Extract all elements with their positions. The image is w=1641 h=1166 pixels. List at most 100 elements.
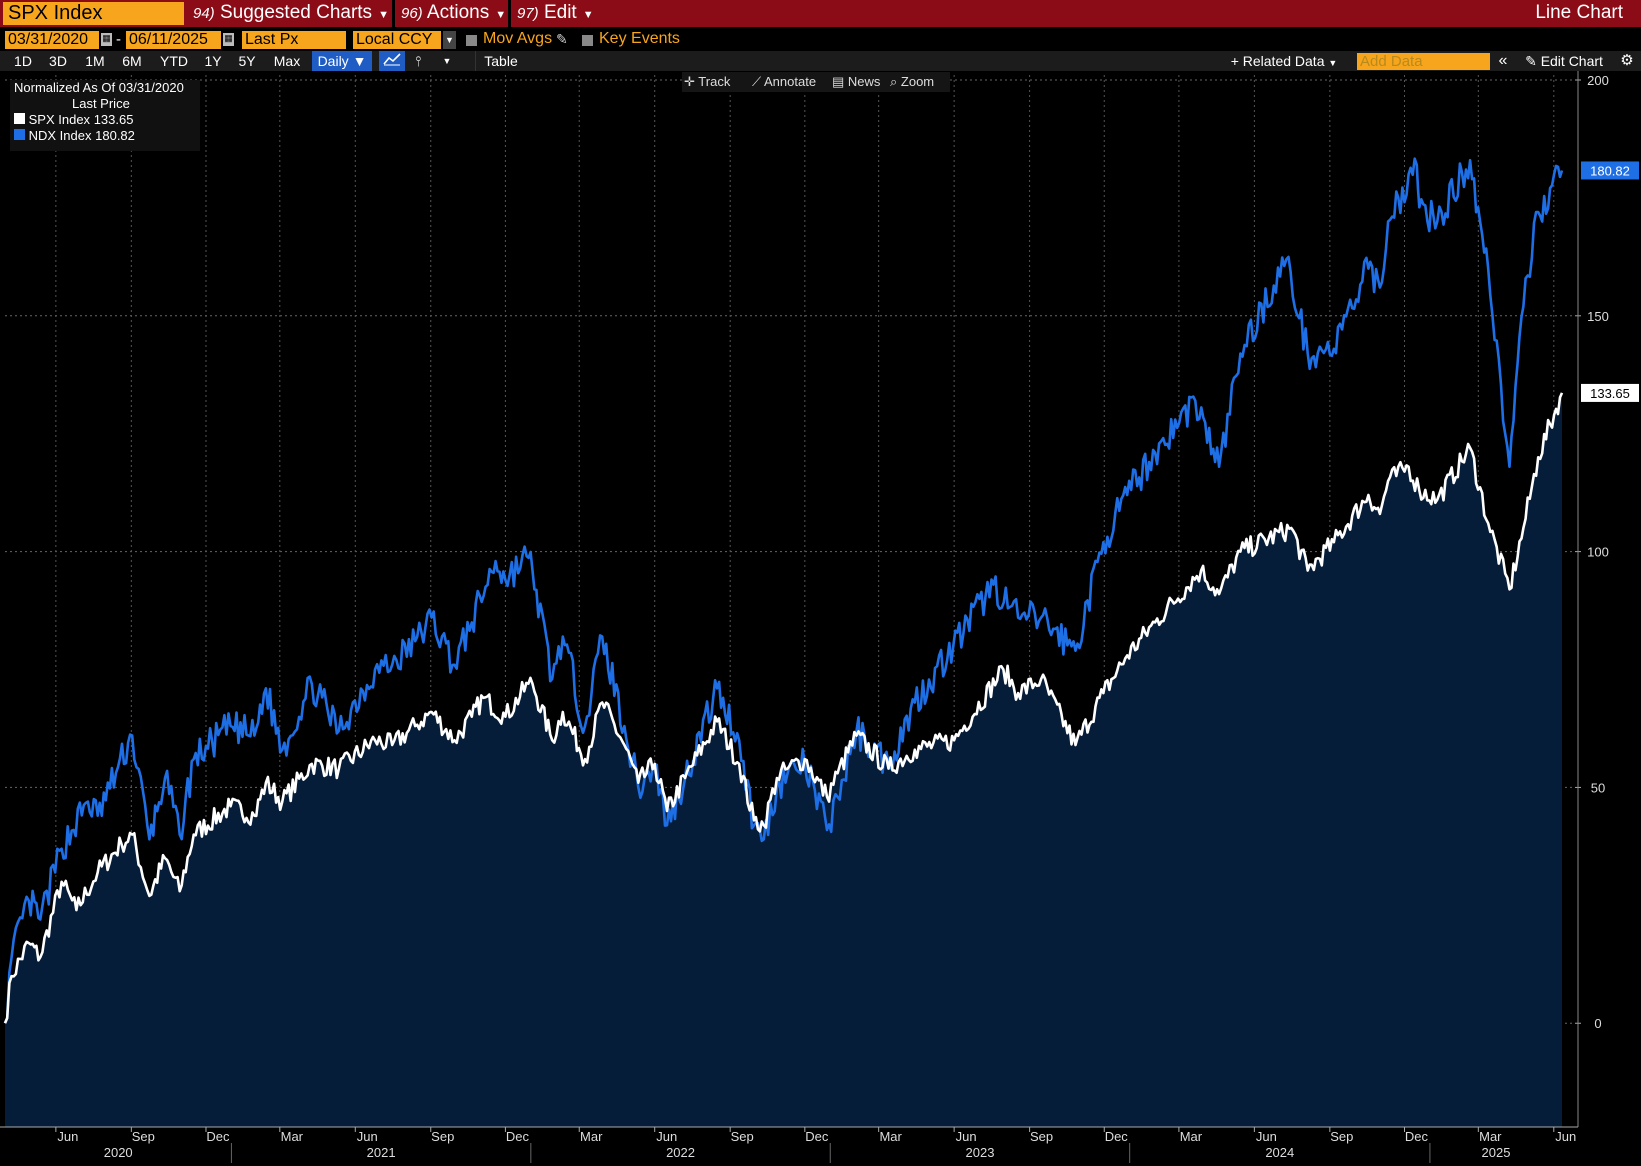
x-tick-label: Jun bbox=[1256, 1129, 1277, 1144]
legend-swatch bbox=[14, 113, 25, 124]
x-tick-label: Mar bbox=[879, 1129, 902, 1144]
period-1m[interactable]: 1M bbox=[85, 53, 105, 69]
line-chart-icon[interactable] bbox=[379, 51, 405, 71]
add-data-input[interactable]: Add Data bbox=[1357, 53, 1490, 70]
mov-avgs-checkbox[interactable] bbox=[466, 35, 477, 46]
crosshair-icon: ✛ bbox=[684, 74, 695, 89]
period-1y[interactable]: 1Y bbox=[204, 53, 222, 69]
key-events-label[interactable]: Key Events bbox=[599, 30, 680, 47]
spx-series-line bbox=[3, 392, 1564, 1024]
field-select[interactable]: Last Px bbox=[242, 31, 346, 49]
y-tick-label: 0 bbox=[1594, 1016, 1601, 1031]
currency-select[interactable]: Local CCY bbox=[353, 31, 441, 49]
date-separator: - bbox=[116, 31, 121, 48]
period-max[interactable]: Max bbox=[273, 53, 301, 69]
annotate-button[interactable]: ⟋ Annotate bbox=[752, 74, 817, 89]
news-icon: ▤ bbox=[832, 74, 845, 89]
period-1d[interactable]: 1D bbox=[14, 53, 32, 69]
table-button[interactable]: Table bbox=[475, 51, 526, 71]
ndx-last-price-tag-bg bbox=[1581, 161, 1639, 180]
related-data-button[interactable]: + Related Data ▼ bbox=[1230, 53, 1338, 69]
spx-last-price-tag-bg bbox=[1581, 383, 1639, 402]
legend-swatch bbox=[14, 129, 25, 140]
x-tick-label: Sep bbox=[1330, 1129, 1353, 1144]
chevron-down-icon: ▼ bbox=[378, 9, 389, 21]
x-tick-label: Sep bbox=[431, 1129, 454, 1144]
spx-area-fill bbox=[5, 392, 1562, 1127]
legend-subheader: Last Price bbox=[72, 96, 130, 111]
edit-chart-button[interactable]: ✎ Edit Chart bbox=[1525, 53, 1603, 69]
legend-header: Normalized As Of 03/31/2020 bbox=[14, 80, 184, 95]
news-button[interactable]: ▤ News bbox=[832, 74, 881, 89]
y-tick-label: 200 bbox=[1587, 73, 1609, 88]
chart-type-title: Line Chart bbox=[1535, 2, 1623, 23]
pencil-icon: ✎ bbox=[1525, 53, 1537, 69]
toolbar-row: 1D 3D 1M 6M YTD 1Y 5Y Max Daily ▼ ⫯ ▼ Ta… bbox=[0, 51, 1641, 71]
y-tick-label: 150 bbox=[1587, 309, 1609, 324]
ndx-series-line bbox=[3, 157, 1564, 1024]
x-tick-label: Sep bbox=[132, 1129, 155, 1144]
ticker-input[interactable]: SPX Index bbox=[3, 2, 184, 25]
chevron-down-icon: ▼ bbox=[1328, 58, 1338, 68]
magnifier-icon: ⌕ bbox=[890, 74, 898, 89]
bar-chart-icon[interactable]: ⫯ bbox=[414, 53, 422, 69]
x-tick-label: Sep bbox=[1030, 1129, 1053, 1144]
ndx-last-price-tag: 180.82 bbox=[1581, 161, 1639, 180]
track-button[interactable]: ✛ Track bbox=[684, 74, 731, 89]
frequency-select[interactable]: Daily ▼ bbox=[312, 51, 372, 71]
year-label: 2020 bbox=[104, 1145, 133, 1160]
zoom-button[interactable]: ⌕ Zoom bbox=[890, 74, 935, 89]
key-events-checkbox[interactable] bbox=[582, 35, 593, 46]
period-5y[interactable]: 5Y bbox=[238, 53, 256, 69]
year-label: 2025 bbox=[1482, 1145, 1511, 1160]
x-tick-label: Dec bbox=[506, 1129, 530, 1144]
x-tick-label: Dec bbox=[1105, 1129, 1129, 1144]
x-tick-label: Dec bbox=[805, 1129, 829, 1144]
period-3d[interactable]: 3D bbox=[49, 53, 67, 69]
top-bar: SPX Index 94) Suggested Charts ▼ 96) Acti… bbox=[0, 0, 1641, 27]
year-label: 2022 bbox=[666, 1145, 695, 1160]
spx-last-price-tag: 133.65 bbox=[1581, 383, 1639, 402]
period-ytd[interactable]: YTD bbox=[160, 53, 188, 69]
x-tick-label: Jun bbox=[357, 1129, 378, 1144]
x-tick-label: Jun bbox=[57, 1129, 78, 1144]
settings-row: 03/31/2020 ▦ - 06/11/2025 ▦ Last Px Loca… bbox=[0, 29, 1641, 51]
suggested-charts-menu[interactable]: 94) Suggested Charts ▼ bbox=[193, 2, 389, 23]
end-date-field[interactable]: 06/11/2025 bbox=[126, 31, 221, 49]
x-tick-label: Mar bbox=[281, 1129, 304, 1144]
mov-avgs-label[interactable]: Mov Avgs bbox=[483, 30, 553, 47]
y-tick-label: 100 bbox=[1587, 545, 1609, 560]
x-tick-label: Mar bbox=[1180, 1129, 1203, 1144]
period-6m[interactable]: 6M bbox=[122, 53, 142, 69]
pencil-icon[interactable]: ✎ bbox=[556, 31, 568, 47]
ndx-last-price-tag-text: 180.82 bbox=[1590, 163, 1630, 178]
x-tick-label: Mar bbox=[580, 1129, 603, 1144]
plus-icon: + bbox=[1230, 53, 1239, 69]
chart-controls: ✛ Track ⟋ Annotate ▤ News ⌕ Zoom bbox=[682, 72, 950, 92]
chevron-down-icon: ▼ bbox=[352, 53, 367, 69]
edit-menu[interactable]: 97) Edit ▼ bbox=[508, 0, 594, 27]
calendar-icon[interactable]: ▦ bbox=[223, 33, 234, 46]
legend-item-spx[interactable]: SPX Index 133.65 bbox=[10, 112, 200, 128]
chevron-down-icon: ▼ bbox=[582, 9, 594, 21]
collapse-icon[interactable]: « bbox=[1498, 52, 1508, 69]
year-label: 2024 bbox=[1265, 1145, 1294, 1160]
chevron-down-icon[interactable]: ▼ bbox=[442, 56, 452, 66]
annotate-icon: ⟋ bbox=[752, 74, 762, 89]
chevron-down-icon: ▼ bbox=[495, 9, 507, 21]
x-tick-label: Jun bbox=[956, 1129, 977, 1144]
x-tick-label: Jun bbox=[656, 1129, 677, 1144]
actions-menu[interactable]: 96) Actions ▼ bbox=[392, 0, 506, 27]
x-tick-label: Mar bbox=[1479, 1129, 1502, 1144]
calendar-icon[interactable]: ▦ bbox=[101, 33, 112, 46]
chevron-down-icon[interactable]: ▼ bbox=[443, 31, 456, 49]
start-date-field[interactable]: 03/31/2020 bbox=[5, 31, 99, 49]
year-label: 2021 bbox=[367, 1145, 396, 1160]
x-tick-label: Dec bbox=[206, 1129, 230, 1144]
gear-icon[interactable]: ⚙ bbox=[1620, 52, 1634, 69]
legend-item-ndx[interactable]: NDX Index 180.82 bbox=[10, 128, 200, 144]
x-tick-label: Dec bbox=[1405, 1129, 1429, 1144]
chart-legend: Normalized As Of 03/31/2020 Last Price S… bbox=[10, 80, 200, 151]
spx-last-price-tag-text: 133.65 bbox=[1590, 386, 1630, 401]
line-chart[interactable]: 0 50 100 150 200 180.82 133.65 Jun Sep Dec Mar Jun… bbox=[0, 71, 1641, 1166]
